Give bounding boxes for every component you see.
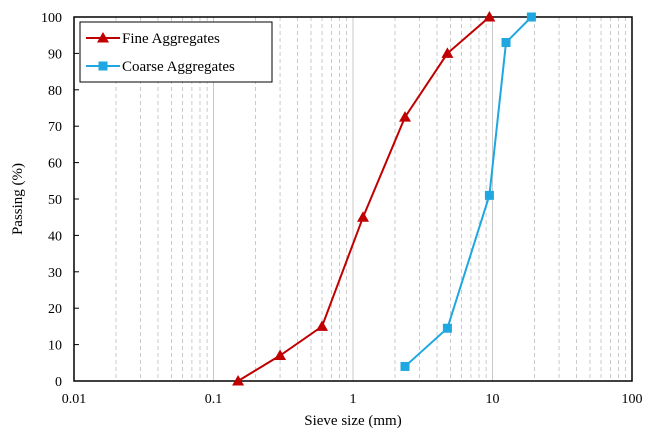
legend-item: Coarse Aggregates xyxy=(86,59,235,75)
x-axis-title: Sieve size (mm) xyxy=(304,413,401,429)
x-tick-label: 100 xyxy=(622,392,643,407)
data-point xyxy=(400,361,410,371)
x-tick-label: 10 xyxy=(486,392,500,407)
x-tick-label: 1 xyxy=(350,392,357,407)
y-tick-labels: 0 10 20 30 40 50 60 70 80 90 100 xyxy=(41,11,79,390)
legend-label: Fine Aggregates xyxy=(122,31,220,47)
y-tick-label: 70 xyxy=(48,120,62,135)
y-axis-title: Passing (%) xyxy=(10,163,26,235)
x-tick-labels: 0.01 0.1 1 10 100 xyxy=(62,392,643,407)
data-point xyxy=(274,349,287,361)
series-line xyxy=(404,16,533,368)
data-point xyxy=(232,375,245,386)
y-tick-label: 90 xyxy=(48,47,62,62)
data-point xyxy=(441,47,454,58)
data-point xyxy=(399,111,412,122)
y-tick-label: 10 xyxy=(48,339,62,354)
data-point xyxy=(501,37,511,47)
y-tick-label: 30 xyxy=(48,266,62,281)
y-tick-label: 100 xyxy=(41,11,62,26)
data-point xyxy=(316,320,329,331)
y-tick-label: 0 xyxy=(55,375,62,390)
x-tick-label: 0.01 xyxy=(62,392,87,407)
series-coarse-aggregates xyxy=(400,12,536,371)
series-fine-aggregates xyxy=(232,11,496,386)
data-point xyxy=(484,190,494,200)
x-tick-label: 0.1 xyxy=(205,392,223,407)
series-layer xyxy=(232,11,536,386)
legend-label: Coarse Aggregates xyxy=(122,59,235,75)
legend-box xyxy=(79,21,273,83)
data-point xyxy=(526,12,536,22)
y-tick-label: 40 xyxy=(48,229,62,244)
y-tick-label: 20 xyxy=(48,302,62,317)
legend-marker xyxy=(97,32,109,43)
legend: Fine Aggregates Coarse Aggregates xyxy=(79,21,273,83)
y-tick-label: 50 xyxy=(48,193,62,208)
legend-item: Fine Aggregates xyxy=(86,31,220,47)
y-tick-label: 60 xyxy=(48,157,62,172)
data-point xyxy=(483,11,496,22)
y-tick-label: 80 xyxy=(48,84,62,99)
legend-items: Fine Aggregates Coarse Aggregates xyxy=(86,31,235,75)
legend-marker xyxy=(98,61,108,71)
data-point xyxy=(357,211,370,222)
data-point xyxy=(442,323,452,333)
